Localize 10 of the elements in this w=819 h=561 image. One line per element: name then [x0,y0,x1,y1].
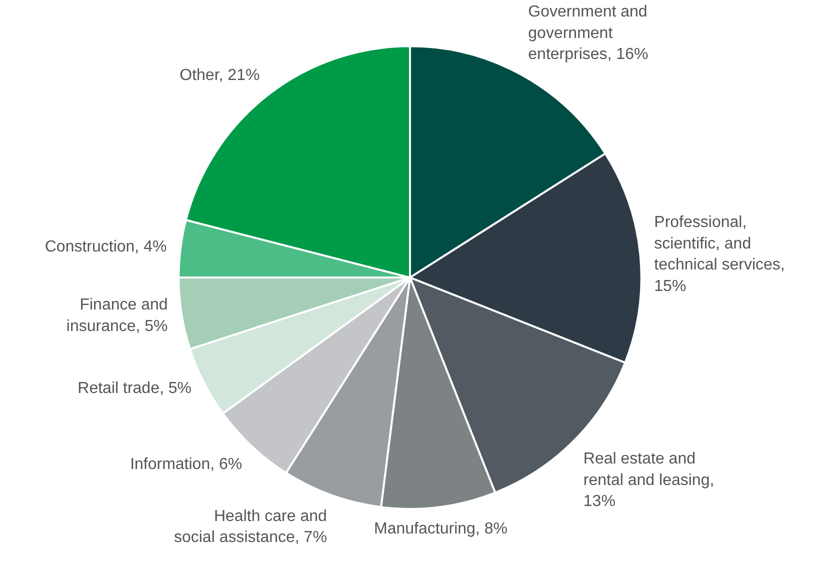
slice-label: Finance and insurance, 5% [66,296,168,335]
slice-label: Manufacturing, 8% [374,520,508,538]
slice-label: Construction, 4% [44,238,167,256]
slice-label: Information, 6% [130,456,242,473]
slice-label: Professional, scientific, and technical services, 15% [654,214,785,295]
slice-label: Health care and social assistance, 7% [174,508,327,546]
slice-label: Government and government enterprises, 16% [528,4,648,64]
slice-label: Retail trade, 5% [78,380,192,398]
slice-label: Real estate and rental and leasing, 13% [583,450,714,510]
slice-label: Other, 21% [180,67,260,84]
